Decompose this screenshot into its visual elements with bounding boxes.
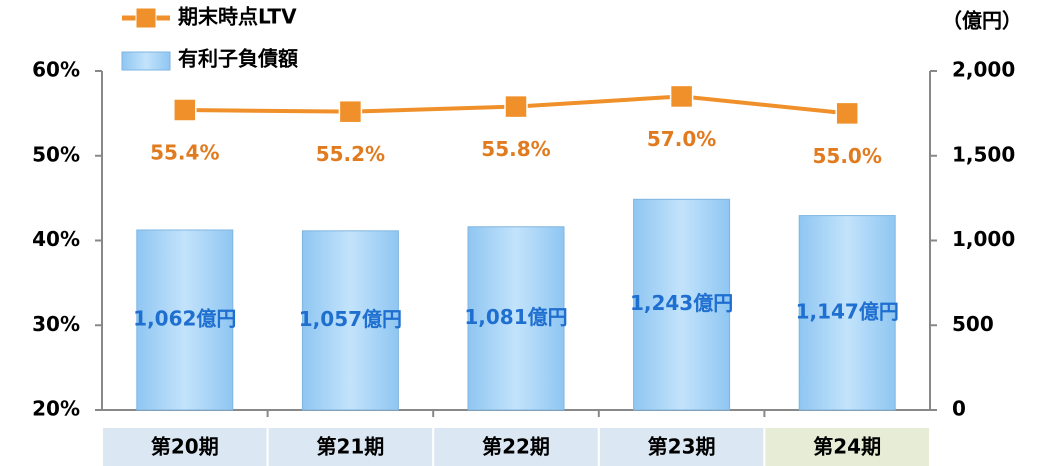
x-tick-label: 第22期 bbox=[482, 435, 550, 459]
category-box bbox=[268, 428, 433, 466]
bar-label: 1,147億円 bbox=[796, 299, 899, 323]
line-label: 55.8% bbox=[481, 137, 550, 161]
line-marker bbox=[669, 84, 694, 109]
legend-label: 有利子負債額 bbox=[178, 47, 298, 71]
legend-label: 期末時点LTV bbox=[178, 5, 297, 29]
y2-tick-label: 1,500 bbox=[952, 142, 1015, 166]
y2-tick-label: 0 bbox=[952, 397, 966, 421]
bar-label: 1,057億円 bbox=[299, 307, 402, 331]
line-marker bbox=[835, 101, 859, 126]
bar bbox=[467, 226, 565, 411]
y2-tick-label: 500 bbox=[952, 312, 994, 336]
bar bbox=[798, 215, 896, 411]
y2-tick-label: 2,000 bbox=[952, 58, 1015, 82]
x-tick-label: 第24期 bbox=[813, 435, 881, 459]
line-label: 55.4% bbox=[150, 140, 219, 164]
legend-swatch bbox=[121, 51, 171, 71]
x-tick-label: 第23期 bbox=[648, 435, 716, 459]
category-box bbox=[103, 428, 267, 466]
category-box bbox=[599, 428, 764, 466]
line-marker bbox=[504, 94, 528, 119]
y-tick-label: 30% bbox=[32, 312, 80, 336]
y2-unit: （億円） bbox=[942, 9, 1022, 33]
bar bbox=[301, 230, 399, 411]
bar-label: 1,062億円 bbox=[133, 306, 236, 330]
x-tick-label: 第20期 bbox=[151, 435, 219, 459]
x-tick-label: 第21期 bbox=[316, 435, 384, 459]
y2-tick-label: 1,000 bbox=[952, 227, 1015, 251]
category-box bbox=[434, 428, 598, 466]
y-tick-label: 50% bbox=[32, 142, 80, 166]
line-marker bbox=[338, 99, 363, 124]
bar bbox=[136, 229, 234, 411]
y-tick-label: 60% bbox=[32, 58, 80, 82]
line-label: 55.2% bbox=[316, 142, 385, 166]
legend-marker bbox=[135, 7, 157, 29]
line-label: 57.0% bbox=[647, 127, 716, 151]
line-marker bbox=[173, 98, 197, 122]
bar-label: 1,081億円 bbox=[464, 305, 567, 329]
bar-label: 1,243億円 bbox=[630, 291, 733, 315]
line-label: 55.0% bbox=[813, 144, 882, 168]
bar bbox=[633, 198, 731, 411]
y-tick-label: 40% bbox=[32, 227, 80, 251]
category-box bbox=[765, 428, 929, 466]
y-tick-label: 20% bbox=[32, 397, 80, 421]
